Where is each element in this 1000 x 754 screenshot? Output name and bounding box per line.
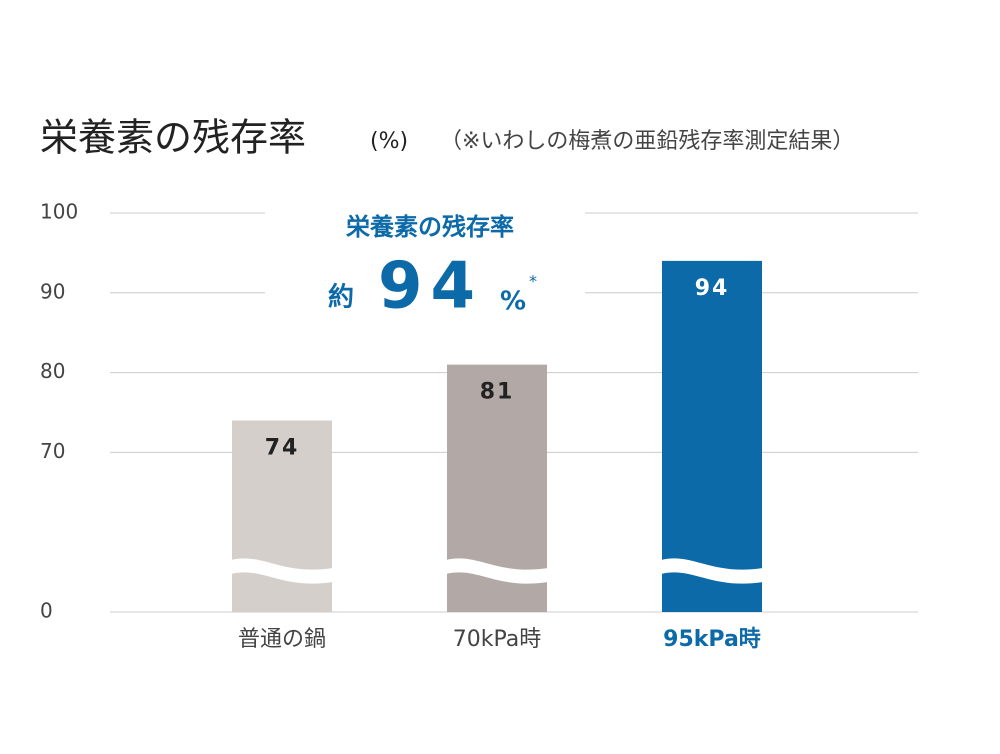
annotation-prefix: 約 (328, 282, 354, 313)
annotation-title: 栄養素の残存率 (345, 213, 514, 241)
annotation-unit: % (500, 287, 526, 317)
annotation-value: 94 (378, 250, 483, 324)
chart-title: 栄養素の残存率 (40, 116, 306, 160)
chart-subtitle: （※いわしの梅煮の亜鉛残存率測定結果） (440, 129, 854, 154)
value-label: 81 (480, 380, 515, 405)
axis-break (231, 558, 333, 584)
y-tick-label: 0 (40, 599, 53, 623)
bar (662, 260, 762, 612)
value-label: 74 (265, 435, 300, 460)
x-tick-label: 95kPa時 (663, 627, 761, 652)
annotation-note: * (529, 272, 537, 291)
axis-break (446, 558, 548, 584)
y-tick-label: 100 (40, 200, 78, 224)
annotation-bg (265, 200, 585, 320)
y-tick-label: 80 (40, 359, 65, 383)
value-label: 94 (695, 276, 730, 301)
y-tick-label: 90 (40, 279, 65, 303)
unit-label: (%) (370, 129, 408, 154)
y-tick-label: 70 (40, 439, 65, 463)
x-tick-label: 70kPa時 (453, 627, 542, 652)
axis-break (661, 558, 763, 584)
x-tick-label: 普通の鍋 (238, 627, 326, 652)
